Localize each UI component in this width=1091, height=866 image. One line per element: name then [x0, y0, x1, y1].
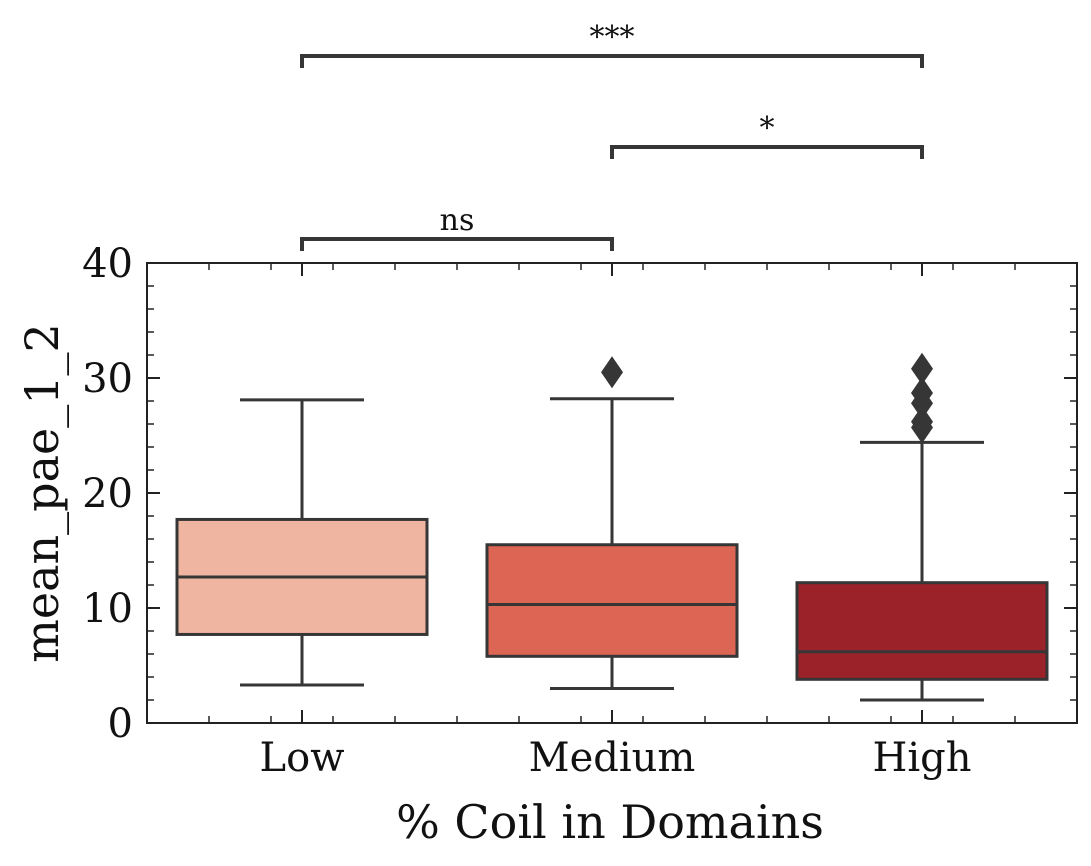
- significance-label: ***: [590, 20, 635, 55]
- iqr-box: [795, 581, 1049, 681]
- outlier-marker: [911, 352, 933, 385]
- y-tick-label: 30: [82, 356, 133, 402]
- y-tick-label: 0: [108, 701, 133, 747]
- axes: 0 10 20 30 40 Low Medium High: [82, 241, 1078, 781]
- significance-bracket-low-high: ***: [300, 20, 924, 68]
- box-group-high: [795, 352, 1049, 702]
- significance-label: ns: [440, 203, 475, 238]
- y-axis-label: mean_pae_1_2: [15, 323, 69, 663]
- x-tick-label-low: Low: [260, 735, 345, 781]
- bracket-line: [300, 54, 924, 68]
- box-group-low: [175, 398, 429, 687]
- significance-label: *: [760, 111, 775, 146]
- iqr-box: [485, 543, 739, 658]
- significance-bracket-medium-high: *: [610, 111, 924, 159]
- bracket-line: [610, 145, 924, 159]
- significance-bracket-low-medium: ns: [300, 203, 614, 251]
- x-axis-label: % Coil in Domains: [396, 795, 824, 849]
- x-tick-label-high: High: [872, 735, 971, 781]
- x-tick-label-medium: Medium: [529, 735, 696, 781]
- box-plot-series: [175, 352, 1049, 702]
- y-tick-label: 20: [82, 471, 133, 517]
- outlier-marker: [911, 376, 933, 409]
- outlier-marker: [911, 405, 933, 438]
- significance-annotations: ns****: [300, 20, 924, 251]
- y-tick-label: 40: [82, 241, 133, 287]
- y-tick-label: 10: [82, 586, 133, 632]
- outlier-marker: [601, 356, 623, 389]
- bracket-line: [300, 237, 614, 251]
- box-group-medium: [485, 356, 739, 690]
